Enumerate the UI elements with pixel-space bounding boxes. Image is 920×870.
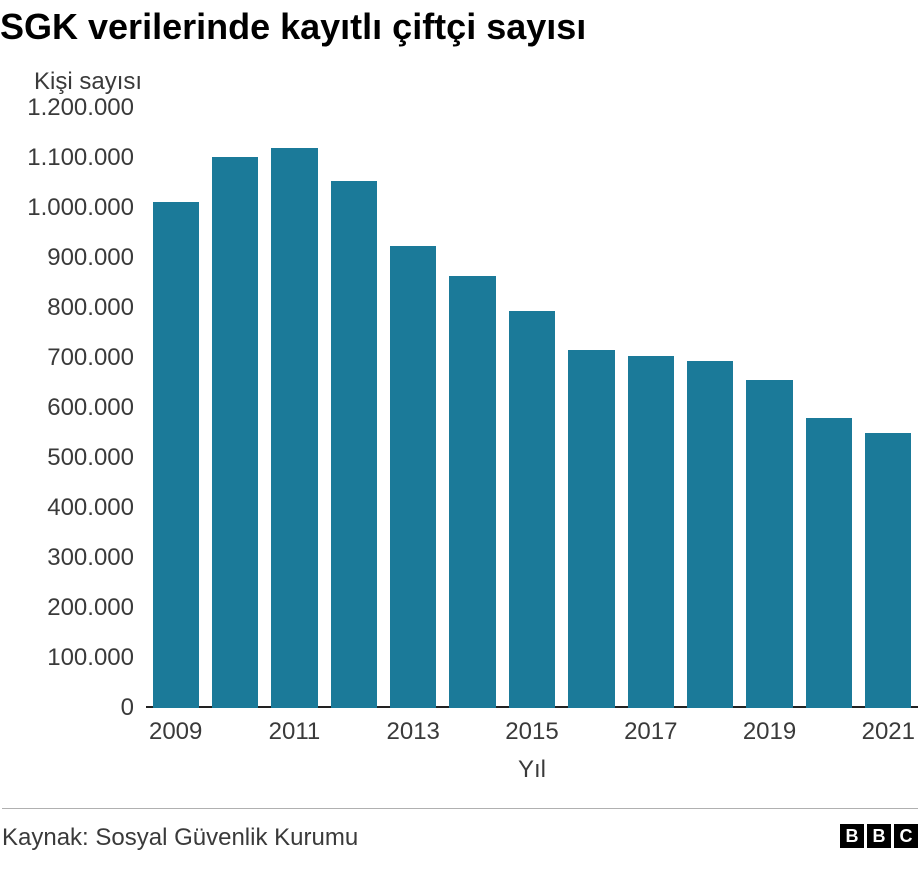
y-axis-title: Kişi sayısı (34, 68, 142, 96)
x-tick-label: 2019 (720, 718, 820, 746)
y-tick-label: 700.000 (0, 344, 134, 372)
chart-title: SGK verilerinde kayıtlı çiftçi sayısı (0, 6, 586, 48)
y-tick-label: 600.000 (0, 394, 134, 422)
y-tick-label: 900.000 (0, 244, 134, 272)
bar (806, 418, 852, 708)
y-tick-label: 800.000 (0, 294, 134, 322)
bbc-logo-box: B (840, 824, 864, 848)
x-tick-label: 2009 (126, 718, 226, 746)
y-tick-label: 0 (0, 694, 134, 722)
bbc-logo: BBC (840, 824, 918, 848)
footer-divider (2, 808, 918, 809)
x-tick-label: 2015 (482, 718, 582, 746)
bar (865, 433, 911, 708)
y-tick-label: 1.200.000 (0, 94, 134, 122)
y-tick-label: 300.000 (0, 544, 134, 572)
bar (331, 181, 377, 709)
bar (746, 380, 792, 709)
bar (153, 202, 199, 709)
x-tick-label: 2021 (838, 718, 920, 746)
bar (628, 356, 674, 709)
y-tick-label: 1.000.000 (0, 194, 134, 222)
bar (568, 350, 614, 709)
y-tick-label: 100.000 (0, 644, 134, 672)
x-tick-label: 2011 (244, 718, 344, 746)
bar (390, 246, 436, 709)
source-text: Kaynak: Sosyal Güvenlik Kurumu (2, 824, 358, 852)
y-tick-label: 500.000 (0, 444, 134, 472)
bar (271, 148, 317, 708)
chart-container: { "meta": { "width": 920, "height": 870,… (0, 0, 920, 870)
bbc-logo-box: C (894, 824, 918, 848)
y-tick-label: 200.000 (0, 594, 134, 622)
x-tick-label: 2017 (601, 718, 701, 746)
bar (449, 276, 495, 709)
y-tick-label: 1.100.000 (0, 144, 134, 172)
bar (212, 157, 258, 709)
x-tick-label: 2013 (363, 718, 463, 746)
x-axis-label: Yıl (432, 756, 632, 784)
y-tick-label: 400.000 (0, 494, 134, 522)
bar (509, 311, 555, 709)
bar (687, 361, 733, 709)
bbc-logo-box: B (867, 824, 891, 848)
